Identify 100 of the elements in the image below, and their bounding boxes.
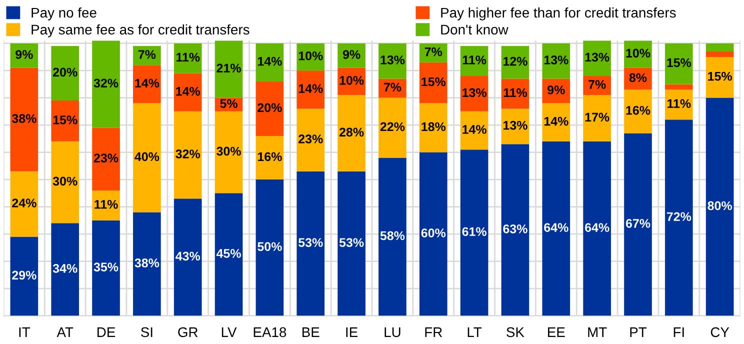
bar: [214, 111, 243, 194]
bar: [378, 78, 406, 98]
bar: [583, 141, 611, 316]
bar: [92, 40, 120, 128]
x-tick-label: GR: [178, 327, 198, 338]
data-label: 14%: [176, 86, 200, 96]
data-label: 11%: [176, 52, 200, 62]
data-label: 18%: [422, 122, 446, 132]
data-label: 15%: [667, 58, 692, 68]
bar: [419, 103, 448, 152]
data-label: 80%: [708, 201, 732, 210]
bar: [256, 81, 284, 136]
data-label: 20%: [53, 68, 78, 77]
data-label: 30%: [216, 146, 241, 156]
data-label: 20%: [258, 103, 282, 112]
data-label: 14%: [544, 116, 568, 126]
bar: [214, 193, 243, 316]
x-tick-label: BE: [302, 327, 320, 337]
data-label: 15%: [422, 77, 446, 86]
data-label: 16%: [258, 152, 282, 162]
bar: [664, 120, 693, 316]
data-label: 7%: [588, 80, 606, 89]
data-label: 23%: [298, 134, 323, 144]
data-label: 53%: [298, 238, 323, 247]
bar: [706, 43, 734, 52]
bar: [706, 56, 734, 98]
bar: [419, 62, 448, 104]
bar: [706, 51, 734, 57]
legend-label: Pay no fee: [32, 7, 96, 20]
data-label: 7%: [424, 47, 442, 56]
bar: [92, 128, 120, 190]
data-label: 9%: [342, 50, 360, 59]
data-label: 38%: [134, 258, 160, 268]
bar: [664, 84, 693, 90]
bar: [10, 171, 38, 237]
legend-label: Pay same fee as for credit transfers: [32, 24, 250, 38]
data-label: 13%: [504, 120, 528, 130]
data-label: 12%: [504, 56, 528, 66]
bar: [10, 236, 38, 316]
data-label: 10%: [340, 76, 364, 85]
data-label: 13%: [380, 56, 405, 64]
data-label: 53%: [339, 238, 364, 247]
data-label: 9%: [16, 50, 33, 59]
data-label: 61%: [462, 227, 486, 236]
data-label: 60%: [421, 228, 446, 238]
bar: [51, 46, 80, 101]
bar: [460, 111, 488, 150]
data-label: 10%: [626, 48, 650, 58]
data-label: 32%: [94, 78, 118, 88]
x-tick-label: IT: [19, 327, 30, 337]
bar: [133, 65, 161, 104]
data-label: 7%: [384, 82, 402, 92]
bar: [542, 103, 570, 142]
bar: [624, 90, 652, 134]
bar: [51, 100, 80, 142]
bar: [214, 40, 243, 98]
x-tick-label: MT: [588, 327, 607, 337]
data-label: 22%: [380, 122, 405, 132]
x-tick-label: SI: [141, 327, 152, 338]
data-label: 32%: [176, 150, 200, 158]
bar: [51, 141, 80, 224]
bar: [460, 76, 488, 112]
x-tick-label: EE: [548, 327, 565, 337]
x-tick-label: LT: [468, 327, 482, 337]
data-label: 43%: [176, 252, 200, 261]
bar: [338, 43, 366, 68]
data-label: 23%: [94, 154, 118, 162]
data-label: 7%: [138, 50, 156, 59]
bar: [296, 70, 325, 109]
bar: [174, 73, 202, 112]
bar: [583, 40, 611, 76]
bar: [624, 133, 652, 316]
bar: [256, 136, 284, 180]
x-tick-label: AT: [56, 327, 74, 337]
data-label: 72%: [666, 212, 692, 222]
bar: [664, 43, 693, 84]
data-label: 14%: [462, 125, 486, 134]
bar: [51, 223, 80, 316]
bar: [706, 98, 734, 316]
bar: [133, 212, 161, 316]
bar: [296, 108, 325, 172]
x-tick-label: EA18: [254, 327, 286, 338]
data-label: 13%: [544, 56, 568, 64]
data-label: 9%: [548, 86, 565, 94]
data-label: 15%: [53, 116, 78, 124]
data-label: 14%: [298, 84, 323, 93]
bar: [501, 108, 530, 144]
x-tick-label: FI: [674, 327, 684, 337]
x-tick-label: LV: [222, 327, 237, 337]
bar: [256, 43, 284, 82]
data-label: 29%: [12, 270, 36, 280]
data-label: 11%: [462, 56, 486, 64]
data-label: 63%: [503, 224, 528, 234]
data-label: 34%: [52, 264, 78, 273]
data-label: 64%: [585, 223, 610, 232]
bar: [174, 111, 202, 199]
bar: [92, 190, 120, 220]
x-tick-label: CY: [710, 327, 730, 338]
legend-label: Don't know: [441, 24, 508, 35]
x-tick-label: SK: [506, 327, 524, 338]
